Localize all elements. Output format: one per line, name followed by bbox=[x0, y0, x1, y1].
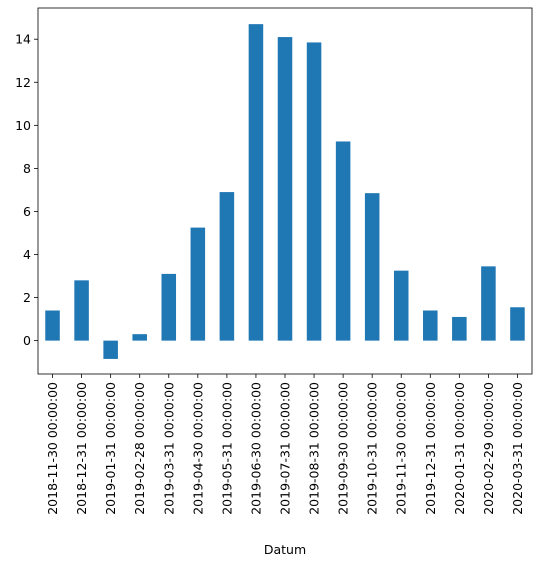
y-tick-label: 2 bbox=[23, 290, 31, 305]
y-tick-label: 12 bbox=[15, 75, 31, 90]
bar-2020-03-31 bbox=[510, 307, 525, 341]
x-tick-label: 2019-08-31 00:00:00 bbox=[307, 382, 322, 515]
x-tick-label: 2019-11-30 00:00:00 bbox=[394, 382, 409, 515]
bar-2019-02-28 bbox=[132, 334, 147, 341]
y-tick-label: 6 bbox=[23, 204, 31, 219]
x-tick-label: 2019-02-28 00:00:00 bbox=[132, 382, 147, 515]
x-tick-label: 2019-04-30 00:00:00 bbox=[190, 382, 205, 515]
x-tick-label: 2019-07-31 00:00:00 bbox=[278, 382, 293, 515]
bars-group bbox=[45, 24, 525, 359]
bar-2018-11-30 bbox=[45, 310, 60, 341]
y-axis-ticks: 0 2 4 6 8 10 12 14 bbox=[15, 32, 38, 348]
x-tick-label: 2020-01-31 00:00:00 bbox=[452, 382, 467, 515]
x-tick-label: 2019-06-30 00:00:00 bbox=[248, 382, 263, 515]
bar-2020-02-29 bbox=[481, 266, 496, 341]
x-tick-label: 2020-03-31 00:00:00 bbox=[510, 382, 525, 515]
bar-2019-03-31 bbox=[161, 273, 177, 341]
x-tick-label: 2018-11-30 00:00:00 bbox=[45, 382, 60, 515]
bar-2019-09-30 bbox=[335, 141, 351, 341]
y-tick-label: 10 bbox=[15, 118, 31, 133]
x-tick-label: 2018-12-31 00:00:00 bbox=[74, 382, 89, 515]
plot-frame bbox=[37, 7, 533, 375]
x-tick-label: 2019-05-31 00:00:00 bbox=[219, 382, 234, 515]
bar-2019-12-31 bbox=[423, 310, 438, 341]
x-tick-label: 2019-10-31 00:00:00 bbox=[365, 382, 380, 515]
bar-2019-06-30 bbox=[248, 24, 264, 341]
bar-2019-07-31 bbox=[277, 37, 293, 341]
bar-2020-01-31 bbox=[452, 316, 467, 341]
y-tick-label: 4 bbox=[23, 247, 31, 262]
bar-2019-10-31 bbox=[364, 193, 380, 341]
x-tick-label: 2019-09-30 00:00:00 bbox=[336, 382, 351, 515]
y-tick-label: 0 bbox=[23, 333, 31, 348]
x-tick-label: 2019-03-31 00:00:00 bbox=[161, 382, 176, 515]
x-tick-label: 2019-01-31 00:00:00 bbox=[103, 382, 118, 515]
x-tick-label: 2020-02-29 00:00:00 bbox=[481, 382, 496, 515]
bar-2019-01-31 bbox=[103, 340, 118, 359]
bar-2019-04-30 bbox=[190, 227, 206, 341]
y-tick-label: 14 bbox=[15, 32, 31, 47]
x-axis-ticks: 2018-11-30 00:00:00 2018-12-31 00:00:00 20… bbox=[45, 374, 525, 515]
bar-2019-05-31 bbox=[219, 192, 235, 341]
bar-2019-11-30 bbox=[393, 270, 409, 341]
y-tick-label: 8 bbox=[23, 161, 31, 176]
x-tick-label: 2019-12-31 00:00:00 bbox=[423, 382, 438, 515]
bar-2018-12-31 bbox=[74, 280, 89, 341]
x-axis-label: Datum bbox=[264, 542, 306, 557]
bar-2019-08-31 bbox=[306, 42, 322, 341]
